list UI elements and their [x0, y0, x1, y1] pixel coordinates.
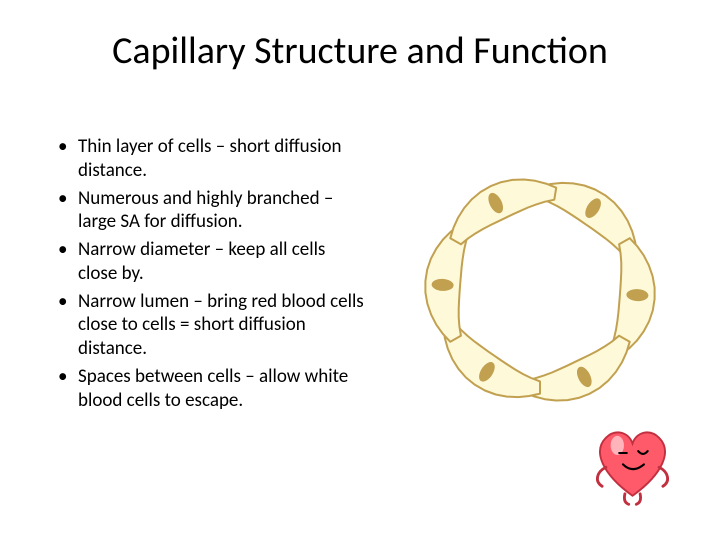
- list-item: Spaces between cells – allow white blood…: [58, 365, 368, 413]
- page-title: Capillary Structure and Function: [0, 28, 720, 74]
- bullet-list: Thin layer of cells – short diffusion di…: [58, 135, 368, 416]
- list-item: Numerous and highly branched – large SA …: [58, 187, 368, 235]
- heart-icon: [585, 415, 680, 510]
- capillary-diagram: [400, 150, 680, 430]
- list-item: Thin layer of cells – short diffusion di…: [58, 135, 368, 183]
- list-item: Narrow lumen – bring red blood cells clo…: [58, 290, 368, 361]
- list-item: Narrow diameter – keep all cells close b…: [58, 238, 368, 286]
